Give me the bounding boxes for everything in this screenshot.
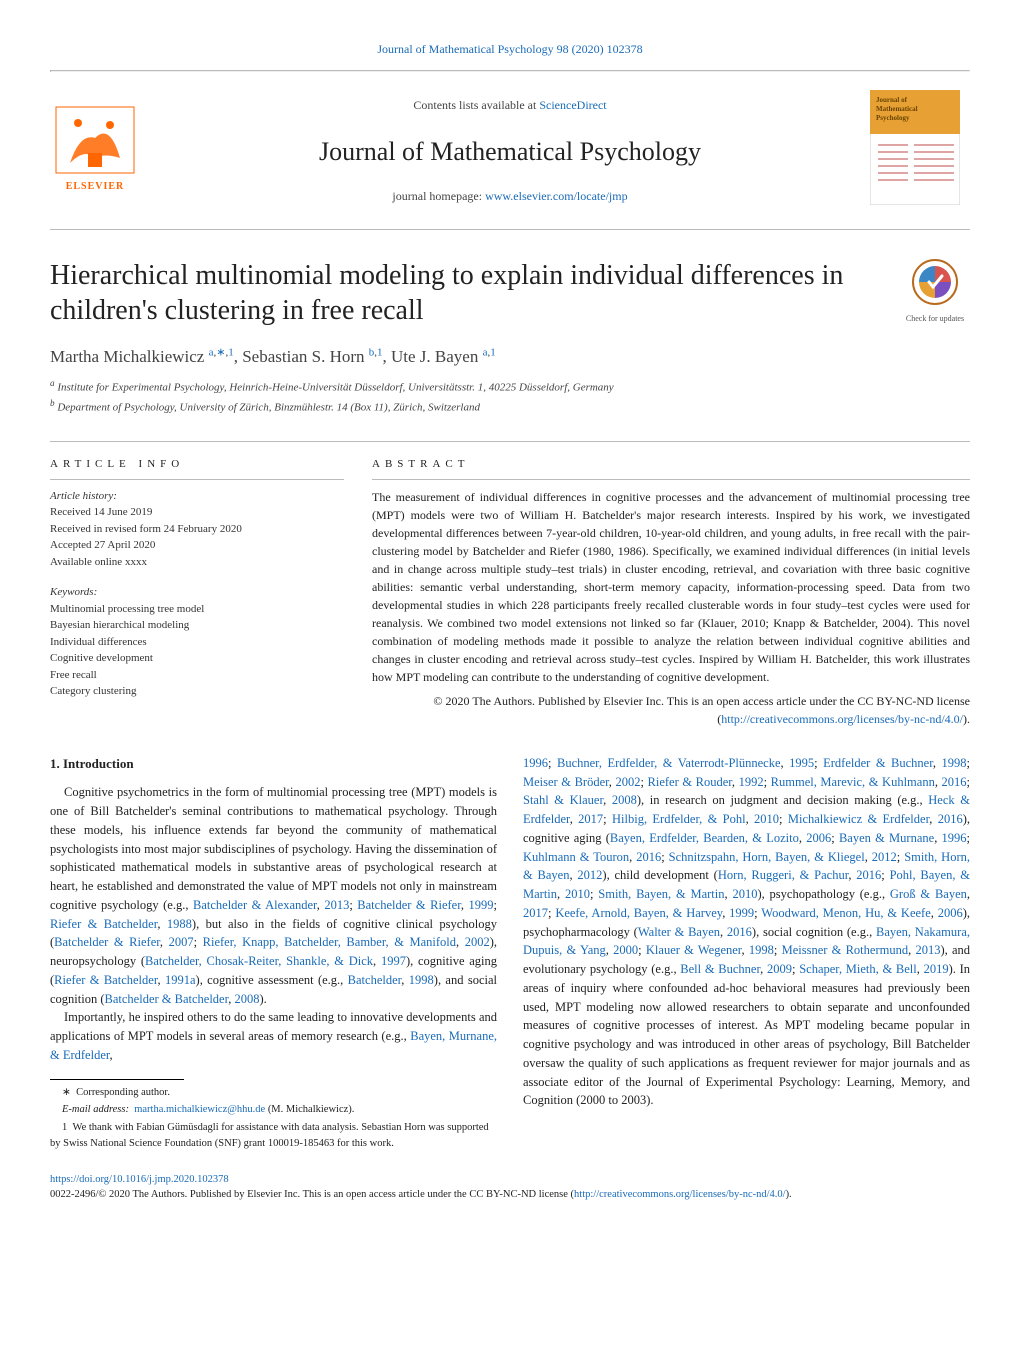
keyword: Cognitive development: [50, 650, 344, 667]
email-link[interactable]: martha.michalkiewicz@hhu.de: [134, 1104, 265, 1115]
abstract-text: The measurement of individual difference…: [372, 488, 970, 686]
license-link[interactable]: http://creativecommons.org/licenses/by-n…: [721, 712, 963, 726]
sciencedirect-link[interactable]: ScienceDirect: [539, 98, 606, 112]
history-label: Article history:: [50, 488, 344, 505]
history-line: Received in revised form 24 February 202…: [50, 521, 344, 538]
footnote-separator: [50, 1079, 184, 1080]
elsevier-text: ELSEVIER: [66, 181, 125, 192]
doi-link[interactable]: https://doi.org/10.1016/j.jmp.2020.10237…: [50, 1174, 229, 1185]
homepage-link[interactable]: www.elsevier.com/locate/jmp: [485, 189, 628, 203]
article-history: Article history: Received 14 June 2019 R…: [50, 488, 344, 571]
keywords-label: Keywords:: [50, 584, 344, 601]
footnote-email: E-mail address: martha.michalkiewicz@hhu…: [50, 1102, 497, 1118]
abstract-column: ABSTRACT The measurement of individual d…: [372, 456, 970, 728]
footnotes: ∗ Corresponding author. E-mail address: …: [50, 1085, 497, 1152]
keyword: Category clustering: [50, 683, 344, 700]
top-citation-link[interactable]: Journal of Mathematical Psychology 98 (2…: [377, 42, 642, 56]
top-citation: Journal of Mathematical Psychology 98 (2…: [50, 40, 970, 58]
journal-cover-thumbnail: Journal of Mathematical Psychology: [870, 90, 970, 211]
body-left-column: 1. Introduction Cognitive psychometrics …: [50, 754, 497, 1154]
svg-text:Journal of: Journal of: [876, 96, 908, 104]
article-title: Hierarchical multinomial modeling to exp…: [50, 258, 886, 328]
author-list: Martha Michalkiewicz a,∗,1, Sebastian S.…: [50, 344, 886, 370]
body-paragraph: 1996; Buchner, Erdfelder, & Vaterrodt-Pl…: [523, 754, 970, 1110]
title-row: Hierarchical multinomial modeling to exp…: [50, 258, 970, 418]
title-block: Hierarchical multinomial modeling to exp…: [50, 258, 886, 418]
affiliations: a Institute for Experimental Psychology,…: [50, 377, 886, 416]
article-info-column: ARTICLE INFO Article history: Received 1…: [50, 456, 372, 728]
footnote-acknowledgment: 1 We thank with Fabian Gümüsdagli for as…: [50, 1120, 497, 1152]
history-line: Accepted 27 April 2020: [50, 537, 344, 554]
homepage-line: journal homepage: www.elsevier.com/locat…: [150, 187, 870, 205]
info-abstract-row: ARTICLE INFO Article history: Received 1…: [50, 441, 970, 728]
body-two-column: 1. Introduction Cognitive psychometrics …: [50, 754, 970, 1154]
history-line: Available online xxxx: [50, 554, 344, 571]
header-center: Contents lists available at ScienceDirec…: [150, 96, 870, 205]
affiliation-a: a Institute for Experimental Psychology,…: [50, 377, 886, 396]
journal-name: Journal of Mathematical Psychology: [150, 132, 870, 171]
check-updates-badge[interactable]: Check for updates: [900, 258, 970, 326]
article-info-heading: ARTICLE INFO: [50, 456, 344, 480]
journal-header: ELSEVIER Contents lists available at Sci…: [50, 72, 970, 230]
check-updates-label: Check for updates: [900, 313, 970, 325]
copyright-line: 0022-2496/© 2020 The Authors. Published …: [50, 1187, 970, 1203]
affiliation-b: b Department of Psychology, University o…: [50, 397, 886, 416]
keyword: Multinomial processing tree model: [50, 601, 344, 618]
body-right-column: 1996; Buchner, Erdfelder, & Vaterrodt-Pl…: [523, 754, 970, 1154]
keyword: Free recall: [50, 667, 344, 684]
keyword: Individual differences: [50, 634, 344, 651]
abstract-license: © 2020 The Authors. Published by Elsevie…: [372, 692, 970, 728]
history-line: Received 14 June 2019: [50, 504, 344, 521]
keyword: Bayesian hierarchical modeling: [50, 617, 344, 634]
contents-line: Contents lists available at ScienceDirec…: [150, 96, 870, 114]
contents-prefix: Contents lists available at: [413, 98, 539, 112]
introduction-heading: 1. Introduction: [50, 754, 497, 774]
copyright-license-link[interactable]: http://creativecommons.org/licenses/by-n…: [574, 1189, 786, 1200]
svg-text:Mathematical: Mathematical: [876, 105, 918, 113]
footnote-corresponding: ∗ Corresponding author.: [50, 1085, 497, 1101]
body-paragraph: Importantly, he inspired others to do th…: [50, 1008, 497, 1064]
doi-footer: https://doi.org/10.1016/j.jmp.2020.10237…: [50, 1172, 970, 1204]
abstract-heading: ABSTRACT: [372, 456, 970, 480]
keywords-block: Keywords: Multinomial processing tree mo…: [50, 584, 344, 700]
svg-text:Psychology: Psychology: [876, 114, 910, 122]
homepage-prefix: journal homepage:: [392, 189, 485, 203]
license-suffix: ).: [963, 712, 970, 726]
body-paragraph: Cognitive psychometrics in the form of m…: [50, 783, 497, 1008]
elsevier-logo: ELSEVIER: [50, 103, 150, 199]
